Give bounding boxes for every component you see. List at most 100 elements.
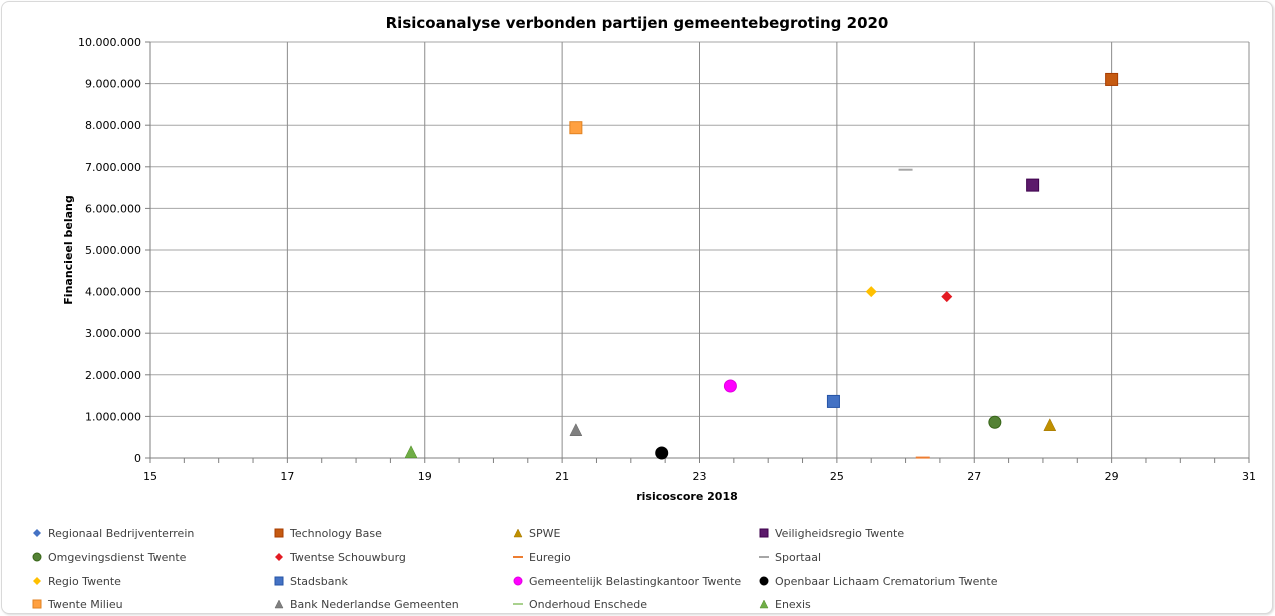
legend-marker-shape (33, 529, 41, 537)
legend-item: Technology Base (272, 525, 382, 541)
legend-marker-icon (759, 528, 769, 538)
legend-label: Openbaar Lichaam Crematorium Twente (775, 574, 998, 588)
legend-label: Euregio (529, 550, 571, 564)
legend-label: Regionaal Bedrijventerrein (48, 526, 195, 540)
legend-item: Gemeentelijk Belastingkantoor Twente (511, 573, 741, 589)
y-tick-label: 1.000.000 (85, 410, 141, 423)
legend-label: Enexis (775, 597, 811, 611)
legend-marker-shape (759, 528, 769, 538)
data-point-spwe (1043, 418, 1057, 431)
legend-marker-shape (32, 552, 42, 562)
legend-label: Sportaal (775, 550, 822, 564)
legend-marker-icon (32, 599, 42, 609)
legend-marker-icon (513, 576, 523, 586)
legend-marker-shape (513, 576, 523, 586)
legend-marker-shape (275, 553, 283, 561)
legend-marker-shape (274, 576, 284, 586)
x-tick-label: 29 (1105, 470, 1119, 483)
legend-item: Regionaal Bedrijventerrein (30, 525, 194, 541)
y-tick-label: 3.000.000 (85, 327, 141, 340)
legend-item: Regio Twente (30, 573, 121, 589)
legend-item: Omgevingsdienst Twente (30, 549, 186, 565)
x-tick-label: 17 (280, 470, 294, 483)
y-tick-label: 4.000.000 (85, 286, 141, 299)
axes: 0 1.000.000 2.000.000 3.000.000 4.000.000 5.0… (78, 36, 1256, 483)
legend-label: Onderhoud Enschede (529, 597, 648, 611)
legend-item: Onderhoud Enschede (511, 596, 647, 612)
legend-marker-shape (759, 599, 769, 609)
data-point-twente-milieu (569, 121, 583, 135)
y-tick-label: 10.000.000 (78, 36, 141, 49)
legend-label: Technology Base (290, 526, 382, 540)
legend-label: Twente Milieu (48, 597, 123, 611)
data-point-enexis (404, 445, 418, 459)
legend: Regionaal Bedrijventerrein Technology Bas… (0, 520, 1275, 616)
legend-marker-icon (759, 556, 769, 558)
y-tick-label: 6.000.000 (85, 202, 141, 215)
legend-marker-icon (274, 599, 284, 609)
y-tick-label: 0 (134, 452, 141, 465)
data-point-stadsbank (826, 394, 840, 408)
y-axis-label: Financieel belang (62, 195, 75, 304)
data-point-veiligheidsregio-twente (1026, 178, 1040, 192)
y-tick-label: 9.000.000 (85, 78, 141, 91)
x-tick-label: 31 (1242, 470, 1256, 483)
legend-label: Regio Twente (48, 574, 121, 588)
legend-item: Bank Nederlandse Gemeenten (272, 596, 459, 612)
legend-label: SPWE (529, 526, 561, 540)
legend-marker-icon (274, 576, 284, 586)
x-tick-label: 27 (967, 470, 981, 483)
legend-item: Veiligheidsregio Twente (757, 525, 904, 541)
legend-item: Enexis (757, 596, 811, 612)
legend-item: Twente Milieu (30, 596, 123, 612)
grid (149, 41, 1250, 459)
x-tick-label: 25 (830, 470, 844, 483)
legend-item: Twentse Schouwburg (272, 549, 406, 565)
legend-label: Twentse Schouwburg (290, 550, 406, 564)
legend-label: Stadsbank (290, 574, 348, 588)
data-point-omgevingsdienst-twente (988, 415, 1002, 429)
legend-marker-shape (32, 599, 42, 609)
x-tick-label: 21 (555, 470, 569, 483)
y-tick-label: 5.000.000 (85, 244, 141, 257)
legend-item: Sportaal (757, 549, 821, 565)
legend-marker-icon (513, 603, 523, 605)
legend-item: Euregio (511, 549, 571, 565)
data-point-gemeentelijk-belastingkantoor-twente (723, 379, 737, 393)
legend-marker-icon (759, 599, 769, 609)
data-point-regio-twente (865, 286, 877, 298)
legend-marker-shape (274, 528, 284, 538)
data-point-technology-base (1105, 72, 1119, 86)
legend-label: Bank Nederlandse Gemeenten (290, 597, 459, 611)
legend-marker-shape (274, 599, 284, 609)
y-tick-label: 8.000.000 (85, 119, 141, 132)
y-tick-label: 7.000.000 (85, 161, 141, 174)
legend-item: SPWE (511, 525, 560, 541)
x-axis-label: risicoscore 2018 (636, 490, 738, 503)
legend-marker-icon (513, 528, 523, 538)
legend-marker-icon (513, 556, 523, 558)
x-tick-label: 15 (143, 470, 157, 483)
legend-marker-shape (513, 528, 523, 538)
data-point-twentse-schouwburg (941, 291, 953, 303)
legend-marker-icon (274, 528, 284, 538)
y-tick-label: 2.000.000 (85, 369, 141, 382)
legend-label: Veiligheidsregio Twente (775, 526, 905, 540)
x-tick-label: 19 (418, 470, 432, 483)
legend-item: Stadsbank (272, 573, 348, 589)
legend-marker-icon (32, 552, 42, 562)
legend-marker-icon (33, 529, 41, 537)
x-tick-label: 23 (693, 470, 707, 483)
legend-marker-icon (759, 576, 769, 586)
legend-marker-shape (759, 576, 769, 586)
legend-marker-shape (33, 577, 41, 585)
legend-item: Openbaar Lichaam Crematorium Twente (757, 573, 997, 589)
data-point-bank-nederlandse-gemeenten (569, 423, 583, 436)
scatter-chart: Risicoanalyse verbonden partijen gemeent… (62, 14, 1256, 503)
legend-marker-icon (275, 553, 283, 561)
legend-label: Gemeentelijk Belastingkantoor Twente (529, 574, 742, 588)
data-points (404, 72, 1119, 460)
legend-label: Omgevingsdienst Twente (48, 550, 187, 564)
data-point-openbaar-lichaam-crematorium-twente (655, 446, 669, 460)
